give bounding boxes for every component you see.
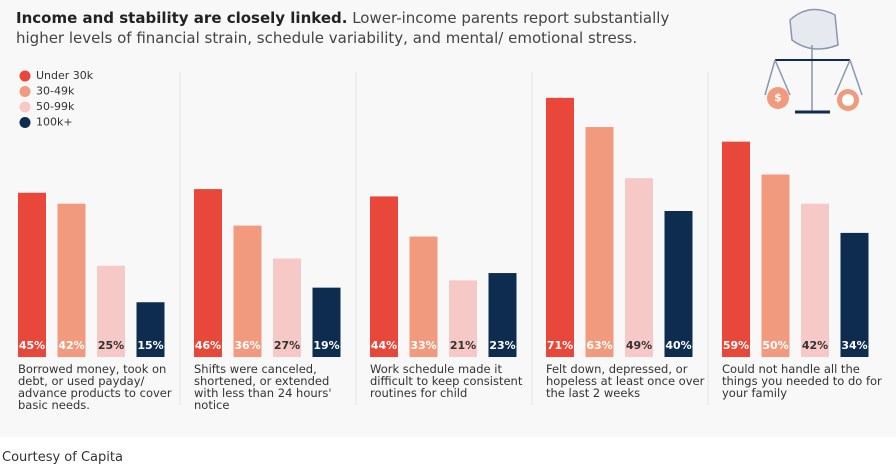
svg-text:$: $: [774, 91, 782, 104]
value-label: 44%: [371, 339, 397, 352]
value-label: 42%: [58, 339, 84, 352]
bar: [97, 265, 125, 357]
bar: [370, 196, 398, 357]
heading: Income and stability are closely linked.…: [16, 8, 696, 48]
category-label: Could not handle all the things you need…: [722, 362, 882, 400]
legend-marker: [19, 101, 31, 113]
category-label: Borrowed money, took on debt, or used pa…: [18, 362, 172, 412]
legend-label: Under 30k: [36, 69, 94, 82]
value-label: 46%: [195, 339, 221, 352]
value-label: 23%: [489, 339, 515, 352]
category-label: Shifts were canceled, shortened, or exte…: [194, 362, 332, 412]
bar: [664, 211, 693, 357]
value-label: 25%: [98, 339, 124, 352]
value-label: 15%: [137, 339, 163, 352]
legend-label: 50-99k: [36, 100, 75, 113]
bar: [18, 192, 46, 357]
bar: [722, 141, 750, 357]
value-label: 40%: [665, 339, 691, 352]
value-label: 49%: [626, 339, 652, 352]
bar: [546, 97, 574, 357]
value-label: 71%: [547, 339, 573, 352]
value-label: 59%: [723, 339, 749, 352]
bar: [801, 203, 829, 357]
chart: $ Under 30k 30-49k 50-99k 100k+ 45% 42% 25% 15%…: [18, 8, 869, 405]
bar: [273, 258, 301, 357]
legend-marker: [19, 70, 31, 82]
value-label: 33%: [410, 339, 436, 352]
category-label: Felt down, depressed, or hopeless at lea…: [546, 362, 705, 400]
legend-label: 30-49k: [36, 85, 75, 98]
legend-marker: [19, 117, 31, 128]
value-label: 42%: [802, 339, 828, 352]
bar: [136, 302, 165, 357]
value-label: 19%: [313, 339, 339, 352]
value-label: 45%: [19, 339, 45, 352]
bar: [585, 127, 614, 357]
chart-title: Income and stability are closely linked.: [16, 9, 348, 27]
value-label: 34%: [841, 339, 867, 352]
caption: Courtesy of Capita: [2, 450, 123, 465]
legend-label: 100k+: [36, 116, 73, 129]
bar: [488, 273, 517, 357]
value-label: 27%: [274, 339, 300, 352]
category-label: Work schedule made it difficult to keep …: [370, 362, 523, 400]
bar: [409, 236, 438, 357]
legend-marker: [19, 86, 31, 97]
bar: [840, 232, 869, 357]
value-label: 63%: [586, 339, 612, 352]
scale-icon: $: [764, 8, 863, 114]
bar: [312, 287, 341, 357]
bar: [625, 178, 653, 357]
bar: [233, 225, 262, 357]
chart-subtitle: Lower-income parents report substantiall…: [16, 9, 670, 47]
value-label: 36%: [234, 339, 260, 352]
bar: [57, 203, 86, 357]
value-label: 21%: [450, 339, 476, 352]
bar: [761, 174, 790, 357]
bar: [194, 189, 222, 357]
value-label: 50%: [762, 339, 788, 352]
bar: [449, 280, 477, 357]
